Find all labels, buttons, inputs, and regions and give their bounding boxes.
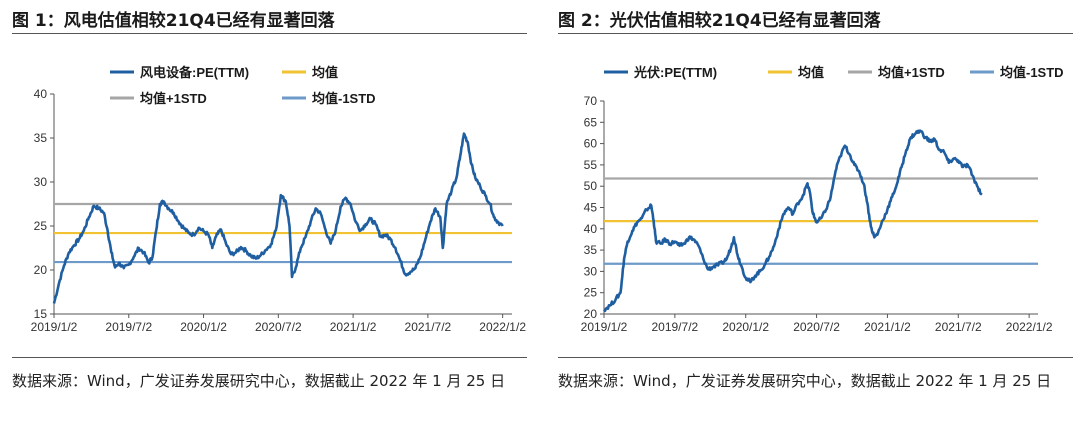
figure-1-title-rule (12, 33, 527, 34)
y-tick-label: 35 (584, 243, 598, 257)
x-tick-label: 2020/1/2 (722, 320, 769, 334)
figure-2-panel: 图 2：光伏估值相较21Q4已经有显著回落 光伏:PE(TTM) 均值 均值+1ST… (558, 0, 1078, 424)
x-tick-label: 2021/7/2 (935, 320, 982, 334)
legend-mean-plus-1std-label: 均值+1STD (140, 91, 207, 106)
legend-mean: 均值 (282, 65, 338, 80)
x-tick-label: 2021/7/2 (405, 320, 452, 334)
figure-2-source: 数据来源：Wind，广发证券发展研究中心，数据截止 2022 年 1 月 25 … (558, 372, 1052, 390)
pv-pe-chart: 光伏:PE(TTM) 均值 均值+1STD 均值-1STD 20 25 30 35 40 45 50… (581, 65, 1064, 334)
x-tick-label: 2022/1/2 (479, 320, 526, 334)
x-tick-label: 2021/1/2 (864, 320, 911, 334)
x-tick-label: 2019/7/2 (651, 320, 698, 334)
legend-mean-plus-1std: 均值+1STD (848, 65, 945, 80)
x-tick-label: 2022/1/2 (1006, 320, 1053, 334)
legend-mean-plus-1std-label: 均值+1STD (878, 65, 945, 80)
legend-mean-minus-1std: 均值-1STD (970, 65, 1064, 80)
legend-mean-minus-1std-label: 均值-1STD (1000, 65, 1064, 80)
pe-ttm-series-line (603, 129, 983, 313)
legend-series-label: 光伏:PE(TTM) (633, 65, 717, 80)
x-tick-label: 2020/7/2 (793, 320, 840, 334)
y-tick-label: 55 (584, 158, 598, 172)
figure-2-title: 图 2：光伏估值相较21Q4已经有显著回落 (558, 11, 881, 31)
legend-series-label: 风电设备:PE(TTM) (140, 65, 249, 80)
figure-1-source: 数据来源：Wind，广发证券发展研究中心，数据截止 2022 年 1 月 25 … (12, 372, 506, 390)
y-tick-label: 35 (34, 131, 48, 145)
figure-1-bottom-rule (12, 357, 527, 358)
x-tick-label: 2019/1/2 (31, 320, 78, 334)
y-tick-label: 60 (584, 137, 598, 151)
figure-2-title-rule (558, 33, 1073, 34)
y-tick-label: 40 (34, 87, 48, 101)
y-tick-label: 40 (584, 222, 598, 236)
y-tick-label: 65 (584, 115, 598, 129)
legend-mean-minus-1std-label: 均值-1STD (312, 91, 376, 106)
y-tick-label: 20 (34, 263, 48, 277)
y-tick-label: 20 (584, 307, 598, 321)
y-tick-label: 30 (584, 264, 598, 278)
legend-mean: 均值 (768, 65, 824, 80)
x-tick-label: 2020/1/2 (180, 320, 227, 334)
figure-1-title: 图 1：风电估值相较21Q4已经有显著回落 (12, 11, 335, 31)
legend-mean-label: 均值 (798, 65, 824, 80)
y-tick-label: 30 (34, 175, 48, 189)
figure-1-panel: 图 1：风电估值相较21Q4已经有显著回落 风电设备:PE(TTM) 均值均值+1… (12, 0, 532, 424)
x-tick-label: 2019/7/2 (105, 320, 152, 334)
legend-mean-plus-1std: 均值+1STD (110, 91, 207, 106)
y-tick-label: 45 (584, 201, 598, 215)
y-tick-label: 70 (584, 94, 598, 108)
x-tick-label: 2019/1/2 (581, 320, 628, 334)
legend-mean-minus-1std: 均值-1STD (282, 91, 376, 106)
x-tick-label: 2021/1/2 (330, 320, 377, 334)
y-tick-label: 15 (34, 307, 48, 321)
legend-series: 风电设备:PE(TTM) (110, 65, 249, 80)
y-tick-label: 25 (34, 219, 48, 233)
pe-ttm-series-line (52, 132, 504, 304)
y-tick-label: 25 (584, 286, 598, 300)
legend-mean-label: 均值 (312, 65, 338, 80)
x-tick-label: 2020/7/2 (255, 320, 302, 334)
y-tick-label: 50 (584, 179, 598, 193)
figure-2-bottom-rule (558, 357, 1073, 358)
legend-series: 光伏:PE(TTM) (604, 65, 717, 80)
